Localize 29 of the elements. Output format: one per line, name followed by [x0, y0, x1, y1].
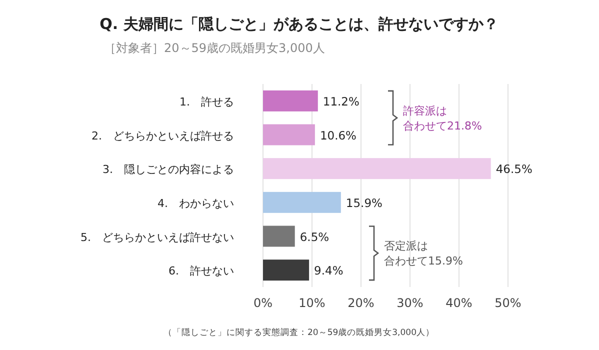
y-tick-label: 5. どちらかといえば許せない: [80, 230, 234, 244]
bar: [263, 158, 491, 180]
bar: [263, 226, 295, 247]
bar: [263, 124, 315, 146]
data-label: 11.2%: [322, 94, 360, 108]
x-tick-label: 0%: [253, 296, 273, 310]
data-label: 46.5%: [496, 162, 532, 176]
y-tick-label: 4. わからない: [158, 196, 234, 210]
data-label: 10.6%: [320, 128, 357, 142]
data-label: 9.4%: [314, 264, 344, 278]
bar: [263, 260, 310, 281]
text: （「隠しごと」に関する実態調査：20～59歳の既婚男女3,000人）: [164, 327, 434, 338]
x-tick-label: 30%: [396, 296, 424, 310]
x-tick-label: 20%: [348, 296, 374, 310]
x-tick-label: 40%: [446, 296, 472, 310]
chart-subtitle: ［対象者］20～59歳の既婚男女3,000人: [104, 41, 325, 55]
chart-title: Q. 夫婦間に「隠しごと」があることは、許せないですか？: [100, 15, 498, 33]
y-tick-label: 3. 隠しごとの内容による: [102, 163, 234, 176]
y-tick-label: 1. 許せる: [180, 95, 234, 108]
y-tick-label: 2. どちらかといえば許せる: [92, 129, 234, 142]
data-label: 6.5%: [300, 230, 330, 244]
x-tick-label: 10%: [298, 296, 326, 310]
x-tick-label: 50%: [494, 296, 522, 310]
bar: [263, 192, 341, 213]
y-tick-label: 6. 許せない: [168, 264, 234, 278]
annotation: 許容派は合わせて21.8%: [403, 104, 482, 132]
data-label: 15.9%: [346, 196, 383, 210]
annotation: 否定派は合わせて15.9%: [384, 240, 463, 268]
bar: [263, 90, 318, 112]
